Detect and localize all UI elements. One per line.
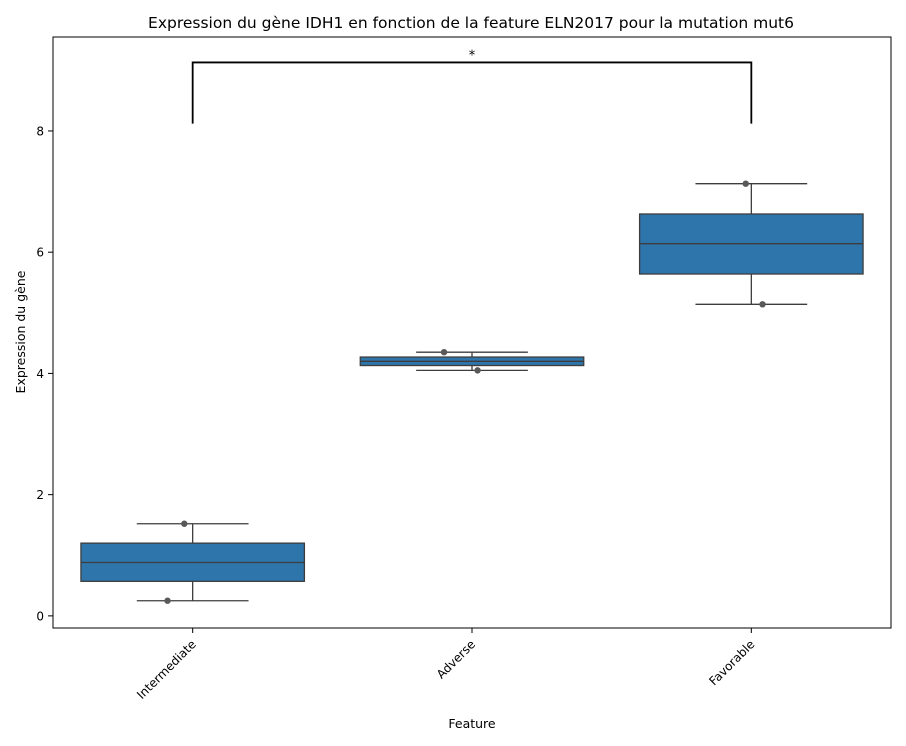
x-axis-label: Feature — [448, 716, 496, 731]
x-tick-label: Adverse — [434, 637, 478, 681]
x-axis: Intermediate Adverse Favorable — [134, 628, 757, 702]
box-adverse — [359, 351, 585, 372]
significance-bracket — [191, 61, 753, 124]
y-axis: 0 2 4 6 8 — [36, 124, 53, 623]
y-tick-label: 4 — [36, 367, 44, 381]
y-tick-label: 0 — [36, 609, 44, 623]
plot-frame — [52, 36, 892, 629]
y-tick-label: 2 — [36, 488, 44, 502]
plot-area: * — [80, 48, 864, 604]
data-point — [181, 520, 188, 527]
data-point — [440, 349, 448, 356]
y-tick-label: 6 — [36, 246, 44, 260]
data-point — [164, 597, 171, 604]
data-point — [759, 301, 766, 308]
box-favorable — [638, 183, 864, 305]
chart-title: Expression du gène IDH1 en fonction de l… — [148, 14, 794, 32]
data-point — [474, 367, 481, 374]
y-tick-label: 8 — [36, 124, 44, 138]
x-tick-label: Favorable — [706, 637, 757, 688]
significance-label: * — [469, 48, 476, 63]
data-point — [742, 180, 749, 187]
box-intermediate — [80, 523, 306, 602]
y-axis-label: Expression du gène — [13, 270, 28, 393]
x-tick-label: Intermediate — [134, 637, 199, 702]
